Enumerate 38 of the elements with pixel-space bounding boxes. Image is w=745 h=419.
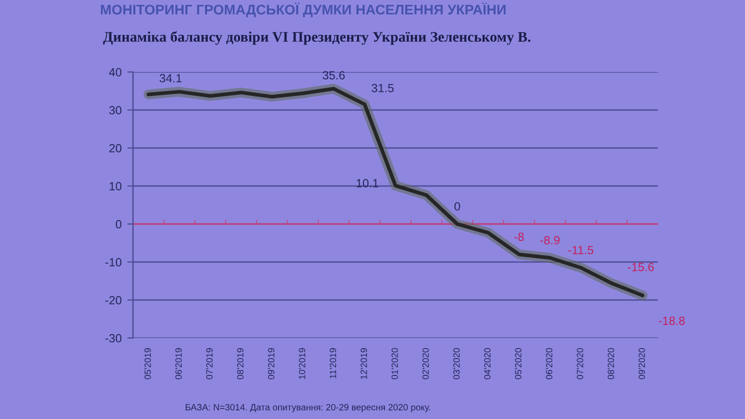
x-tick-label: 06'2020 bbox=[546, 348, 552, 380]
x-tick-label: 01'2020 bbox=[392, 348, 398, 380]
y-tick-label: -30 bbox=[105, 334, 122, 342]
x-tick-label: 04'2020 bbox=[484, 348, 491, 380]
y-tick-label: 20 bbox=[109, 144, 122, 152]
x-tick-label: 08'2020 bbox=[608, 348, 614, 380]
y-tick-label: 40 bbox=[109, 68, 122, 76]
x-tick-label: 10'2019 bbox=[298, 348, 306, 379]
y-tick-label: -10 bbox=[105, 258, 122, 266]
x-tick-label: 05'2020 bbox=[515, 348, 522, 380]
data-label: -18.8 bbox=[658, 316, 685, 325]
x-tick-label: 11'2019 bbox=[330, 348, 336, 378]
y-tick-label: 0 bbox=[116, 220, 122, 228]
y-tick-label: 30 bbox=[109, 106, 122, 114]
data-label: 0 bbox=[454, 202, 460, 211]
x-tick-label: 09'2020 bbox=[638, 348, 645, 380]
x-tick-label: 07'2019 bbox=[206, 348, 213, 380]
x-tick-label: 05'2019 bbox=[144, 348, 151, 380]
y-tick-label: -20 bbox=[105, 296, 122, 304]
x-tick-label: 06'2019 bbox=[175, 348, 182, 380]
data-label: -15.6 bbox=[628, 262, 654, 272]
chart-subtitle: Динаміка балансу довіри VI Президенту України Зеленському В. bbox=[103, 31, 530, 45]
data-label: 31.5 bbox=[372, 84, 394, 92]
text: БАЗА: N=3014. Дата опитування: 20-29 вересня 2020 року. bbox=[186, 404, 430, 412]
data-label: 10.1 bbox=[356, 179, 378, 188]
data-label: 35.6 bbox=[322, 71, 345, 80]
data-label: -11.5 bbox=[568, 246, 594, 254]
y-tick-label: 10 bbox=[110, 182, 122, 190]
chart-title: МОНІТОРИНГ ГРОМАДСЬКОЇ ДУМКИ НАСЕЛЕННЯ УКРАЇНИ bbox=[100, 2, 506, 18]
x-tick-label: 08'2019 bbox=[237, 348, 244, 380]
x-tick-label: 12'2019 bbox=[360, 348, 368, 379]
data-label: -8.9 bbox=[540, 236, 560, 244]
data-label: -8 bbox=[514, 232, 524, 241]
x-tick-label: 09'2019 bbox=[268, 348, 274, 380]
data-label: 34.1 bbox=[160, 74, 182, 82]
x-tick-label: 03'2020 bbox=[453, 348, 460, 380]
x-tick-label: 02'2020 bbox=[422, 348, 429, 380]
x-tick-label: 07'2020 bbox=[576, 348, 584, 380]
